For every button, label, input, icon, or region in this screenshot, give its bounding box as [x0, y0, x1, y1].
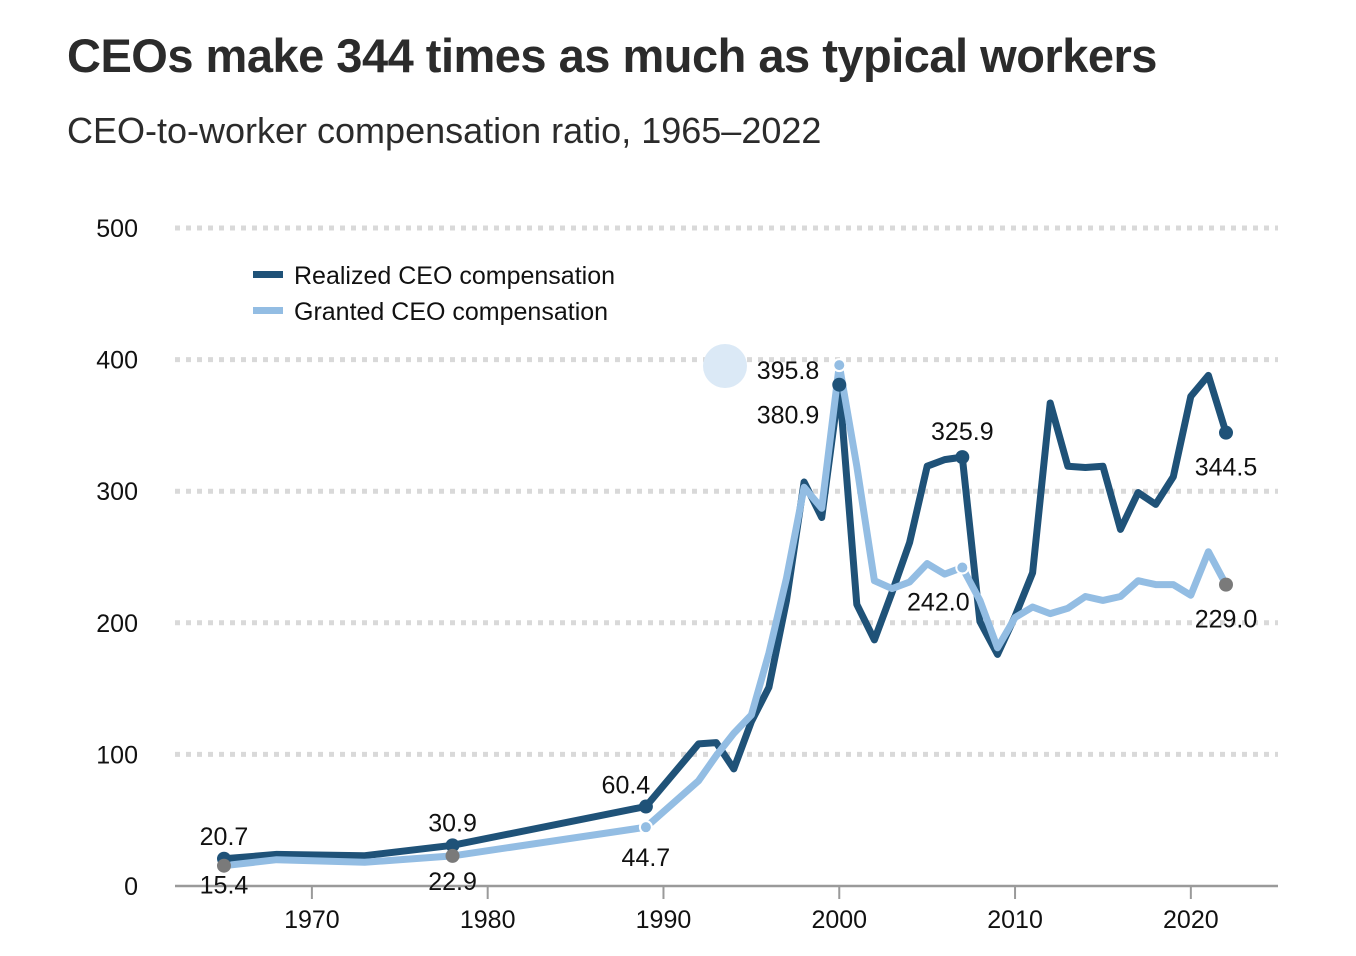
annotation-marker[interactable]: [1219, 577, 1233, 592]
x-tick-label: 2000: [811, 906, 867, 934]
data-label: 30.9: [428, 809, 477, 837]
x-tick-label: 2020: [1163, 906, 1219, 934]
data-label: 60.4: [602, 772, 651, 800]
annotation-marker[interactable]: [445, 848, 460, 863]
legend-swatch-realized: [253, 271, 283, 278]
data-label: 380.9: [757, 402, 820, 430]
data-label: 229.0: [1195, 606, 1258, 634]
y-tick-label: 0: [124, 873, 138, 901]
annotation-marker[interactable]: [1219, 425, 1233, 440]
chart-title: CEOs make 344 times as much as typical w…: [67, 29, 1157, 82]
y-tick-label: 500: [96, 215, 138, 243]
annotation-marker[interactable]: [955, 450, 970, 465]
x-axis: 1970 1980 1990 2000 2010 2020: [175, 884, 1278, 934]
data-label: 15.4: [200, 872, 249, 900]
granted-line[interactable]: [220, 361, 1230, 870]
annotation-marker[interactable]: [832, 377, 847, 392]
annotation-marker[interactable]: [638, 820, 653, 835]
x-tick-label: 1990: [636, 906, 692, 934]
annotation-marker[interactable]: [217, 858, 231, 873]
x-tick-label: 2010: [987, 906, 1043, 934]
y-tick-label: 200: [96, 610, 138, 638]
data-label: 22.9: [428, 868, 477, 896]
annotation-marker[interactable]: [638, 799, 653, 814]
data-label: 20.7: [200, 823, 249, 851]
data-labels: 20.7 15.4 30.9 22.9 60.4 44.7 395.8 380.9 325.9 2…: [200, 357, 1258, 900]
legend: Realized CEO compensation Granted CEO co…: [253, 262, 615, 326]
legend-item-realized[interactable]: Realized CEO compensation: [253, 262, 615, 290]
x-tick-label: 1970: [284, 906, 340, 934]
legend-item-granted[interactable]: Granted CEO compensation: [253, 298, 608, 326]
annotation-marker[interactable]: [832, 358, 847, 373]
legend-label-realized: Realized CEO compensation: [294, 262, 615, 290]
data-markers: [217, 358, 1233, 873]
chart-subtitle: CEO-to-worker compensation ratio, 1965–2…: [67, 110, 822, 151]
legend-label-granted: Granted CEO compensation: [294, 298, 608, 326]
series-lines: [220, 361, 1230, 870]
y-tick-label: 400: [96, 347, 138, 375]
data-label: 325.9: [931, 418, 994, 446]
data-label: 344.5: [1195, 454, 1258, 482]
annotation-marker[interactable]: [955, 560, 970, 575]
data-label: 395.8: [757, 357, 820, 385]
annotation-marker[interactable]: [445, 838, 460, 853]
y-tick-label: 100: [96, 741, 138, 769]
data-label: 242.0: [907, 589, 970, 617]
y-tick-label: 300: [96, 478, 138, 506]
y-axis: 0 100 200 300 400 500: [96, 215, 138, 901]
realized-line[interactable]: [220, 371, 1230, 863]
x-tick-label: 1980: [460, 906, 516, 934]
data-label: 44.7: [622, 844, 671, 872]
hover-halo: [703, 344, 747, 388]
legend-swatch-granted: [253, 307, 283, 314]
